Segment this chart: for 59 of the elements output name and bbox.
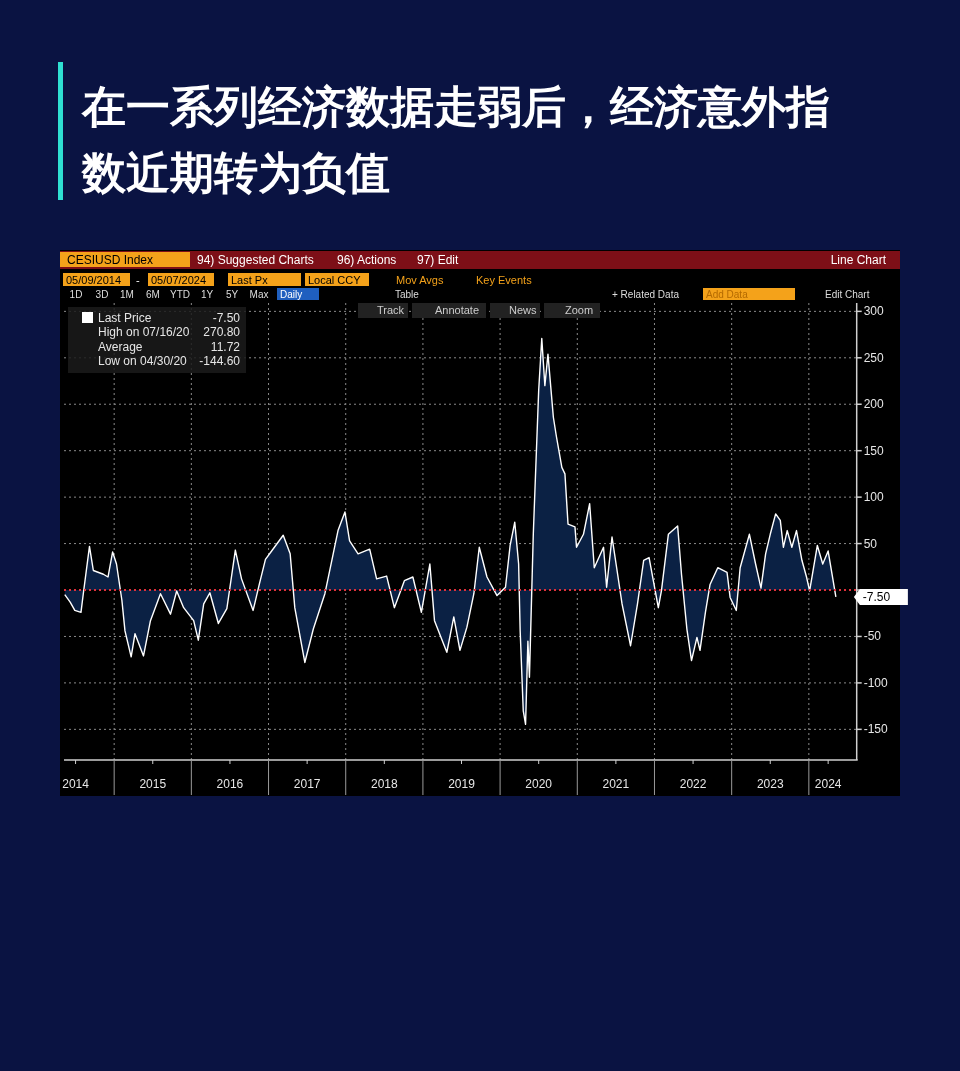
x-tick-label: 2020 [525,777,553,791]
x-tick-label: 2014 [62,777,90,791]
text: YTD [170,289,190,300]
text: 97) Edit [417,253,460,267]
y-tick-label: 250 [863,350,885,365]
legend-label: Last Price [98,311,152,325]
y-tick-label: 50 [863,536,878,551]
text: 1D [69,289,83,300]
text: 5Y [225,289,239,300]
annotation: 11.72 [210,340,241,354]
text: 1M [120,289,134,300]
text: 96) Actions [337,253,397,267]
x-tick-label: 2017 [293,777,321,791]
annotation: 270.80 [203,325,241,339]
y-tick-label: 200 [863,397,885,412]
x-tick-label: 2019 [448,777,476,791]
y-tick-label: 300 [863,304,885,319]
x-tick-label: 2022 [679,777,707,791]
x-tick-label: 2023 [756,777,784,791]
text: Last Px [231,274,269,286]
text: Max [249,289,269,300]
annotation: Annotate [435,304,480,316]
annotation: News [509,304,538,316]
text: 05/09/2014 [66,274,122,286]
y-tick-label: -50 [863,629,882,644]
chart-title: 在一系列经济数据走弱后，经济意外指数近期转为负值 [81,82,830,197]
text: 3D [95,289,109,300]
annotation: Track [377,304,405,316]
annotation: Zoom [565,304,594,316]
text: Key Events [476,274,533,286]
text: 94) Suggested Charts [197,253,314,267]
x-tick-label: 2018 [370,777,398,791]
y-tick-label: -150 [863,722,889,737]
y-tick-label: 100 [863,490,885,505]
y-tick-label: -100 [863,675,889,690]
annotation: -7.50 [212,311,241,325]
text: Edit Chart [825,289,870,300]
text: + Related Data [612,289,680,300]
annotation: -144.60 [199,354,241,368]
annotation: -7.50 [862,589,891,604]
x-tick-label: 2021 [602,777,630,791]
text: CESIUSD Index [67,253,154,267]
text: 6M [146,289,160,300]
annotation: Average [98,340,143,354]
annotation: High on 07/16/20 [98,325,190,339]
text: Local CCY [308,274,362,286]
text: - [136,274,140,286]
text: Add Data [706,289,749,300]
x-tick-label: 2024 [814,777,842,791]
y-tick-label: 150 [863,443,885,458]
text: Table [395,289,420,300]
x-tick-label: 2015 [139,777,167,791]
annotation: Low on 04/30/20 [98,354,188,368]
text: 1Y [200,289,214,300]
text: Mov Avgs [396,274,444,286]
text: 05/07/2024 [151,274,207,286]
text: Line Chart [830,253,887,267]
x-tick-label: 2016 [216,777,244,791]
text: Daily [280,289,303,300]
